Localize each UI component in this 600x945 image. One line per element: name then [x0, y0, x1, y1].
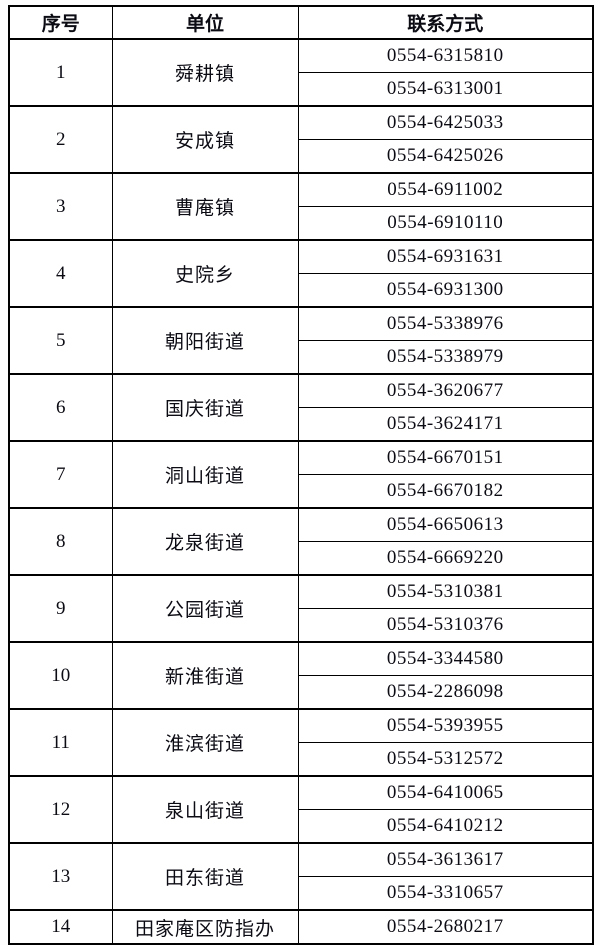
table-row: 13 田东街道 0554-3613617	[8, 842, 594, 911]
contact-table: 序号 单位 联系方式 1 舜耕镇 0554-6315810 0554-6313001 2…	[8, 5, 594, 945]
table-body: 1 舜耕镇 0554-6315810 0554-6313001 2 安成镇 0554-642…	[8, 38, 594, 945]
table-row: 0554-6425026	[9, 139, 594, 174]
phone-number: 0554-5310376	[297, 608, 594, 643]
phone-number: 0554-6425033	[297, 105, 594, 140]
unit-name: 田家庵区防指办	[111, 909, 299, 945]
unit-name: 朝阳街道	[111, 306, 299, 375]
table-row: 0554-6670182	[9, 474, 594, 509]
row-index: 8	[8, 507, 113, 576]
table-row: 0554-5310376	[9, 608, 594, 643]
unit-name: 淮滨街道	[111, 708, 299, 777]
unit-name: 国庆街道	[111, 373, 299, 442]
table-row: 0554-6410212	[9, 809, 594, 844]
unit-name: 新淮街道	[111, 641, 299, 710]
table-row: 0554-6313001	[9, 72, 594, 107]
phone-number: 0554-6670151	[297, 440, 594, 475]
table-row: 0554-2286098	[9, 675, 594, 710]
col-header-unit: 单位	[111, 5, 299, 40]
phone-number: 0554-6315810	[297, 38, 594, 73]
phone-number: 0554-6425026	[297, 139, 594, 174]
row-index: 2	[8, 105, 113, 174]
row-index: 5	[8, 306, 113, 375]
row-index: 3	[8, 172, 113, 241]
table-row: 5 朝阳街道 0554-5338976	[8, 306, 594, 375]
unit-name: 舜耕镇	[111, 38, 299, 107]
row-index: 14	[8, 909, 113, 945]
phone-number: 0554-6669220	[297, 541, 594, 576]
row-index: 12	[8, 775, 113, 844]
phone-number: 0554-3613617	[297, 842, 594, 877]
phone-number: 0554-5338979	[297, 340, 594, 375]
phone-number: 0554-3624171	[297, 407, 594, 442]
table-row: 4 史院乡 0554-6931631	[8, 239, 594, 308]
phone-number: 0554-3310657	[297, 876, 594, 911]
phone-number: 0554-6650613	[297, 507, 594, 542]
phone-number: 0554-3620677	[297, 373, 594, 408]
table-row: 0554-3624171	[9, 407, 594, 442]
phone-number: 0554-5338976	[297, 306, 594, 341]
table-row: 0554-6669220	[9, 541, 594, 576]
table-row: 9 公园街道 0554-5310381	[8, 574, 594, 643]
phone-number: 0554-6931631	[297, 239, 594, 274]
table-row: 10 新淮街道 0554-3344580	[8, 641, 594, 710]
table-row: 8 龙泉街道 0554-6650613	[8, 507, 594, 576]
phone-number: 0554-5312572	[297, 742, 594, 777]
phone-number: 0554-6910110	[297, 206, 594, 241]
phone-number: 0554-6911002	[297, 172, 594, 207]
phone-number: 0554-3344580	[297, 641, 594, 676]
row-index: 11	[8, 708, 113, 777]
phone-number: 0554-6670182	[297, 474, 594, 509]
phone-number: 0554-5393955	[297, 708, 594, 743]
unit-name: 安成镇	[111, 105, 299, 174]
phone-number: 0554-6931300	[297, 273, 594, 308]
table-row: 0554-5312572	[9, 742, 594, 777]
table-header: 序号 单位 联系方式	[8, 5, 594, 40]
phone-number: 0554-6410212	[297, 809, 594, 844]
table-row: 14 田家庵区防指办 0554-2680217	[8, 909, 594, 945]
row-index: 9	[8, 574, 113, 643]
table-row: 3 曹庵镇 0554-6911002	[8, 172, 594, 241]
phone-number: 0554-6313001	[297, 72, 594, 107]
unit-name: 田东街道	[111, 842, 299, 911]
table-row: 2 安成镇 0554-6425033	[8, 105, 594, 174]
table-row: 0554-3310657	[9, 876, 594, 911]
unit-name: 曹庵镇	[111, 172, 299, 241]
phone-number: 0554-6410065	[297, 775, 594, 810]
table-row: 0554-5338979	[9, 340, 594, 375]
col-header-index: 序号	[8, 5, 113, 40]
unit-name: 洞山街道	[111, 440, 299, 509]
phone-number: 0554-2286098	[297, 675, 594, 710]
table-row: 1 舜耕镇 0554-6315810	[8, 38, 594, 107]
header-row: 序号 单位 联系方式	[8, 5, 594, 40]
row-index: 13	[8, 842, 113, 911]
unit-name: 公园街道	[111, 574, 299, 643]
unit-name: 史院乡	[111, 239, 299, 308]
table-row: 0554-6931300	[9, 273, 594, 308]
row-index: 7	[8, 440, 113, 509]
phone-number: 0554-2680217	[297, 909, 594, 945]
row-index: 1	[8, 38, 113, 107]
row-index: 6	[8, 373, 113, 442]
row-index: 10	[8, 641, 113, 710]
table-row: 7 洞山街道 0554-6670151	[8, 440, 594, 509]
row-index: 4	[8, 239, 113, 308]
phone-number: 0554-5310381	[297, 574, 594, 609]
table-row: 11 淮滨街道 0554-5393955	[8, 708, 594, 777]
unit-name: 泉山街道	[111, 775, 299, 844]
col-header-contact: 联系方式	[297, 5, 594, 40]
table-row: 6 国庆街道 0554-3620677	[8, 373, 594, 442]
unit-name: 龙泉街道	[111, 507, 299, 576]
table-row: 12 泉山街道 0554-6410065	[8, 775, 594, 844]
